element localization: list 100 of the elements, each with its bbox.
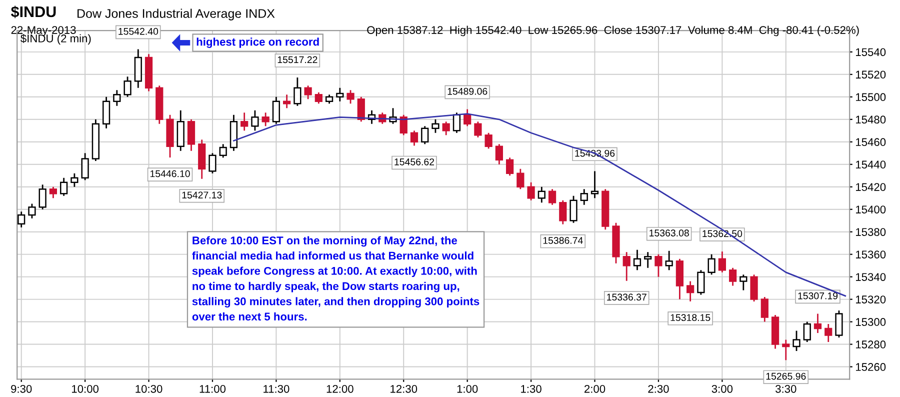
candlestick [262, 112, 270, 127]
x-tick-label: 11:30 [264, 384, 290, 393]
candlestick [580, 188, 588, 206]
annotation: 15265.96 [766, 372, 806, 380]
x-tick-label: 2:30 [648, 384, 669, 393]
candlestick [495, 143, 503, 166]
candlestick [208, 152, 216, 174]
chart-title: $INDU [11, 6, 56, 18]
candlestick [357, 96, 365, 122]
annotation: 15307.19 [798, 292, 838, 300]
candlestick [272, 96, 280, 125]
candlestick [124, 76, 132, 98]
x-tick-label: 11:00 [200, 384, 226, 393]
candlestick [442, 120, 450, 136]
annotation: highest price on record [196, 38, 319, 48]
x-tick-label: 9:30 [11, 384, 32, 393]
annotation: Open 15387.12 High 15542.40 Low 15265.96 Close 15307.17 Volume 8.4M Chg -80.41 (-0.52%) [367, 26, 859, 36]
annotation: 15363.08 [650, 230, 689, 236]
candlestick [760, 296, 768, 322]
candlestick [697, 269, 705, 296]
candlestick [782, 339, 790, 361]
candlestick [803, 321, 811, 343]
candlestick [506, 156, 514, 176]
candlestick [559, 200, 567, 225]
annotation: Before 10:00 EST on the morning of May 22nd, the financial media had informed us that Bernanke would speak before Congress at 10:00. At exactly 10:00, with no time to hardly speak, the Dow starts roaring up, stalling 30 minutes later, and then dropping 300 points over the next 5 hours. [192, 236, 480, 321]
candlestick [134, 48, 142, 89]
y-tick-label: 15340 [856, 273, 886, 281]
candlestick [304, 84, 312, 100]
y-tick-label: 15420 [856, 183, 886, 191]
candlestick [644, 251, 652, 269]
candlestick [792, 330, 800, 352]
y-tick-label: 15460 [856, 138, 886, 146]
annotation: 15517.22 [278, 56, 318, 64]
candlestick [38, 184, 46, 210]
y-tick-label: 15360 [856, 250, 886, 258]
annotation: 22-May-2013 [11, 26, 76, 36]
candlestick [527, 182, 535, 202]
candlestick [516, 168, 524, 190]
y-tick-label: 15300 [856, 318, 886, 326]
x-tick-label: 1:30 [521, 384, 542, 393]
x-tick-label: 10:30 [136, 384, 162, 393]
x-tick-label: 3:00 [712, 384, 733, 393]
y-tick-label: 15520 [856, 70, 886, 79]
candlestick [432, 118, 440, 134]
y-tick-label: 15280 [856, 340, 886, 348]
candlestick [728, 267, 737, 287]
candlestick [484, 132, 492, 150]
candlestick [102, 96, 110, 130]
x-tick-label: 10:00 [72, 384, 99, 393]
y-tick-label: 15440 [856, 160, 886, 169]
candlestick [740, 274, 748, 291]
y-tick-label: 15320 [856, 296, 886, 304]
candlestick [622, 251, 630, 282]
candlestick [452, 112, 461, 134]
candlestick [49, 186, 58, 199]
candlestick [474, 120, 482, 138]
candlestick [70, 172, 78, 188]
y-tick-label: 15400 [856, 206, 886, 214]
candlestick [654, 254, 662, 278]
candlestick [421, 125, 429, 145]
annotation: 15318.15 [670, 314, 710, 322]
candlestick [336, 87, 344, 102]
annotation: 15386.74 [543, 237, 583, 244]
y-tick-label: 15500 [856, 93, 886, 102]
annotation: 15446.10 [150, 170, 190, 178]
candlestick [665, 250, 673, 271]
candlestick [538, 186, 546, 204]
annotation: 15427.13 [182, 192, 222, 198]
x-tick-label: 3:30 [776, 384, 796, 393]
candlestick [81, 152, 89, 181]
candlestick [633, 249, 642, 271]
chart-subtitle: Dow Jones Industrial Average INDX [78, 8, 275, 20]
x-tick-label: 12:00 [326, 384, 354, 393]
x-tick-label: 12:30 [390, 384, 418, 393]
candlestick [570, 195, 578, 224]
annotation: 15456.62 [394, 158, 434, 166]
candlestick [548, 188, 556, 206]
candlestick [400, 114, 408, 136]
candlestick [251, 110, 259, 132]
y-tick-label: 15480 [856, 116, 886, 124]
candlestick [718, 250, 726, 274]
y-tick-label: 15380 [856, 228, 886, 236]
y-tick-label: 15540 [856, 48, 886, 56]
candlestick [814, 313, 822, 334]
candlestick [590, 170, 599, 199]
candlestick [18, 210, 26, 228]
y-tick-label: 15260 [856, 363, 886, 371]
annotation: 15489.06 [448, 88, 488, 95]
candlestick [283, 94, 291, 109]
candlestick [187, 118, 196, 152]
candlestick [686, 280, 694, 302]
annotation: $INDU (2 min) [20, 34, 91, 45]
candlestick [113, 89, 121, 107]
candlestick [835, 310, 843, 338]
candlestick [410, 130, 418, 146]
candlestick [314, 92, 322, 104]
x-tick-label: 1:00 [457, 384, 478, 393]
candlestick [464, 108, 472, 127]
annotation: 15336.37 [607, 294, 646, 301]
x-tick-label: 2:00 [584, 384, 606, 393]
